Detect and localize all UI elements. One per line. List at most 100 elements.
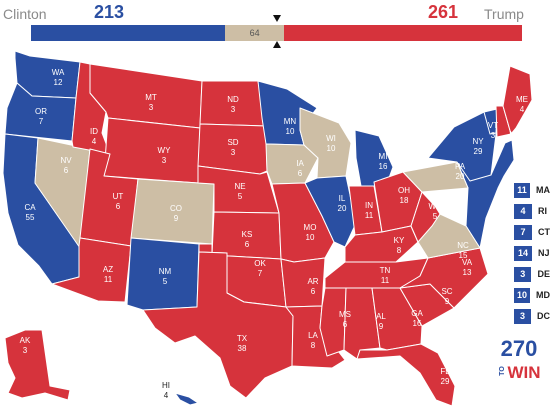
small-state-abbr: CT (538, 227, 550, 237)
state-tx[interactable] (142, 251, 294, 399)
small-state-row-ri[interactable]: 4 RI (514, 203, 550, 219)
state-label-me: ME (516, 95, 528, 104)
state-ev-pa: 20 (456, 172, 465, 181)
state-label-co: CO (170, 204, 182, 213)
state-ny[interactable] (427, 111, 499, 182)
state-ev-ms: 6 (343, 320, 348, 329)
svg-text:270: 270 (501, 336, 538, 361)
state-label-nh: NH (509, 130, 521, 139)
state-ev-mi: 16 (379, 162, 388, 171)
state-label-ok: OK (254, 259, 266, 268)
state-ev-or: 7 (39, 117, 44, 126)
state-label-wi: WI (326, 134, 336, 143)
state-nc[interactable] (399, 247, 489, 309)
small-state-row-de[interactable]: 3 DE (514, 266, 550, 282)
state-me[interactable] (502, 65, 533, 135)
state-ev-in: 11 (365, 211, 374, 220)
state-label-fl: FL (440, 367, 450, 376)
state-ev-az: 11 (104, 275, 113, 284)
state-ev-co: 9 (174, 214, 179, 223)
state-label-ny: NY (472, 137, 484, 146)
small-state-ev: 3 (514, 266, 532, 282)
state-label-tn: TN (380, 266, 391, 275)
state-label-mo: MO (304, 223, 317, 232)
small-state-row-md[interactable]: 10 MD (514, 287, 550, 303)
state-label-hi: HI (162, 381, 170, 390)
state-ev-ia: 6 (298, 169, 303, 178)
tossup-bar-segment: 64 (225, 25, 284, 41)
state-label-ia: IA (296, 159, 304, 168)
state-fl[interactable] (356, 343, 456, 407)
state-pa[interactable] (402, 161, 469, 193)
state-hi[interactable] (174, 392, 199, 406)
state-ev-ca: 55 (26, 213, 35, 222)
state-ev-wv: 5 (433, 212, 438, 221)
small-state-row-ma[interactable]: 11 MA (514, 182, 550, 198)
state-label-sd: SD (227, 138, 238, 147)
state-ev-al: 9 (379, 322, 384, 331)
state-ev-wi: 10 (327, 144, 336, 153)
state-ev-me: 4 (520, 105, 525, 114)
state-il[interactable] (304, 175, 357, 248)
small-state-row-dc[interactable]: 3 DC (514, 308, 550, 324)
state-label-nd: ND (227, 95, 239, 104)
state-ev-wa: 12 (54, 78, 63, 87)
tossup-vote-count: 64 (249, 28, 260, 38)
state-ev-ky: 8 (397, 246, 402, 255)
state-ev-tn: 11 (381, 276, 390, 285)
state-label-wy: WY (158, 146, 172, 155)
electoral-header: Clinton 213 261 Trump 64 (0, 0, 550, 48)
state-label-ks: KS (242, 230, 253, 239)
small-states-table: 11 MA 4 RI 7 CT 14 NJ 3 DE 10 MD 3 DC (514, 182, 550, 329)
state-ak[interactable] (4, 329, 71, 401)
state-label-id: ID (90, 127, 98, 136)
state-wy[interactable] (103, 117, 201, 184)
rep-bar-segment (283, 25, 522, 41)
state-ev-ks: 6 (245, 240, 250, 249)
small-state-abbr: RI (538, 206, 547, 216)
state-ev-ok: 7 (258, 269, 263, 278)
state-ev-sc: 9 (445, 297, 450, 306)
state-label-wa: WA (52, 68, 65, 77)
midpoint-marker-bottom-icon (273, 41, 281, 48)
state-label-oh: OH (398, 186, 410, 195)
state-ev-ne: 5 (238, 192, 243, 201)
state-label-mi: MI (379, 152, 388, 161)
state-label-tx: TX (237, 334, 248, 343)
state-label-nv: NV (60, 156, 72, 165)
state-ev-mt: 3 (149, 103, 154, 112)
state-label-in: IN (365, 201, 373, 210)
rep-candidate-name: Trump (484, 6, 524, 22)
state-ev-nd: 3 (231, 105, 236, 114)
state-vt[interactable] (483, 108, 498, 135)
state-label-nc: NC (457, 241, 469, 250)
state-label-ga: GA (411, 309, 423, 318)
dem-vote-count: 213 (94, 2, 125, 22)
state-label-ms: MS (339, 310, 351, 319)
state-ev-fl: 29 (441, 377, 450, 386)
state-ar[interactable] (280, 257, 326, 308)
us-electoral-map: WA12OR7CA55NV6ID4MT3WY3UT6AZ11CO9NM5ND3S… (2, 50, 533, 407)
small-state-abbr: DE (537, 269, 550, 279)
state-ev-hi: 4 (164, 391, 169, 400)
small-state-abbr: NJ (538, 248, 550, 258)
state-ev-tx: 38 (238, 344, 247, 353)
state-label-sc: SC (441, 287, 452, 296)
state-label-ky: KY (394, 236, 405, 245)
state-label-pa: PA (455, 162, 466, 171)
small-state-ev: 4 (514, 203, 532, 219)
state-label-az: AZ (103, 265, 113, 274)
state-ev-la: 8 (311, 341, 316, 350)
state-ev-ny: 29 (474, 147, 483, 156)
svg-text:WIN: WIN (507, 363, 540, 382)
state-ev-ar: 6 (311, 287, 316, 296)
state-ev-mn: 10 (286, 127, 295, 136)
state-label-ca: CA (24, 203, 36, 212)
state-label-ar: AR (307, 277, 318, 286)
small-state-row-nj[interactable]: 14 NJ (514, 245, 550, 261)
small-state-row-ct[interactable]: 7 CT (514, 224, 550, 240)
small-state-ev: 10 (514, 287, 530, 303)
small-state-abbr: MA (536, 185, 550, 195)
state-label-nm: NM (159, 267, 172, 276)
state-label-vt: VT (488, 121, 498, 130)
